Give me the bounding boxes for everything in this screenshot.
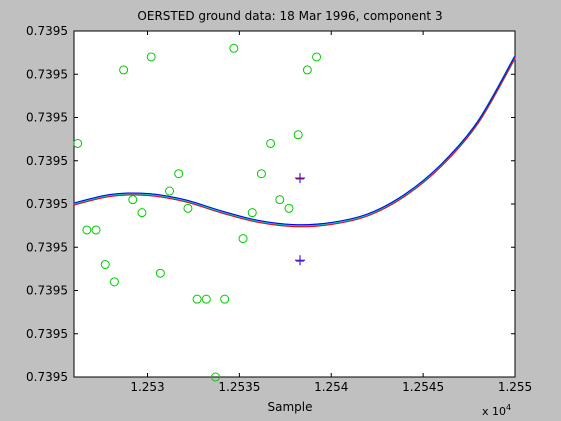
plot-area: [73, 43, 517, 382]
axes-background: [73, 30, 516, 378]
data-point: [210, 372, 220, 382]
data-point: [165, 186, 175, 196]
x-tick-label: 1.2545: [402, 380, 444, 394]
data-point: [100, 260, 110, 270]
y-tick-label: 0.7395: [26, 24, 68, 38]
fit-band-line: [73, 56, 517, 228]
x-axis-exponent-label: x 104: [482, 403, 511, 418]
y-tick-label: 0.7395: [26, 111, 68, 125]
data-point: [266, 138, 276, 148]
y-tick-label: 0.7395: [26, 370, 68, 384]
x-tick-label: 1.2535: [218, 380, 260, 394]
fit-line: [73, 57, 516, 228]
x-tick-label: 1.255: [498, 380, 532, 394]
data-point: [128, 195, 138, 205]
marker-cross: [295, 173, 306, 184]
data-point: [256, 169, 266, 179]
data-point: [146, 52, 156, 62]
y-tick-label: 0.7395: [26, 327, 68, 341]
x-axis-ticks: 1.253 1.2535 1.254 1.2545 1.255: [130, 31, 532, 394]
data-point: [174, 169, 184, 179]
chart-title: OERSTED ground data: 18 Mar 1996, compon…: [137, 9, 442, 23]
data-point: [82, 225, 92, 235]
data-point: [220, 294, 230, 304]
data-point: [137, 208, 147, 218]
y-axis-ticks: 0.7395 0.7395 0.7395 0.7395 0.7395 0.7395 0.73…: [26, 24, 515, 384]
y-tick-label: 0.7395: [26, 67, 68, 81]
data-point: [73, 138, 83, 148]
data-point: [247, 208, 257, 218]
y-tick-label: 0.7395: [26, 197, 68, 211]
data-point: [284, 203, 294, 213]
data-point: [109, 277, 119, 287]
data-point: [201, 294, 211, 304]
x-tick-label: 1.253: [130, 380, 164, 394]
x-axis-exponent-base: x 10: [482, 405, 506, 418]
y-tick-label: 0.7395: [26, 154, 68, 168]
data-point: [302, 65, 312, 75]
data-point: [238, 234, 248, 244]
y-tick-label: 0.7395: [26, 240, 68, 254]
data-point: [229, 43, 239, 53]
marker-cross: [295, 255, 306, 266]
y-tick-label: 0.7395: [26, 284, 68, 298]
x-axis-exponent-power: 4: [506, 403, 511, 412]
data-point: [293, 130, 303, 140]
data-point: [183, 203, 193, 213]
fit-line-alt: [73, 55, 516, 226]
data-point: [192, 294, 202, 304]
data-point: [275, 195, 285, 205]
data-point: [155, 268, 165, 278]
x-tick-label: 1.254: [314, 380, 348, 394]
data-point: [312, 52, 322, 62]
data-point: [119, 65, 129, 75]
x-axis-label: Sample: [268, 400, 313, 414]
data-point: [91, 225, 101, 235]
